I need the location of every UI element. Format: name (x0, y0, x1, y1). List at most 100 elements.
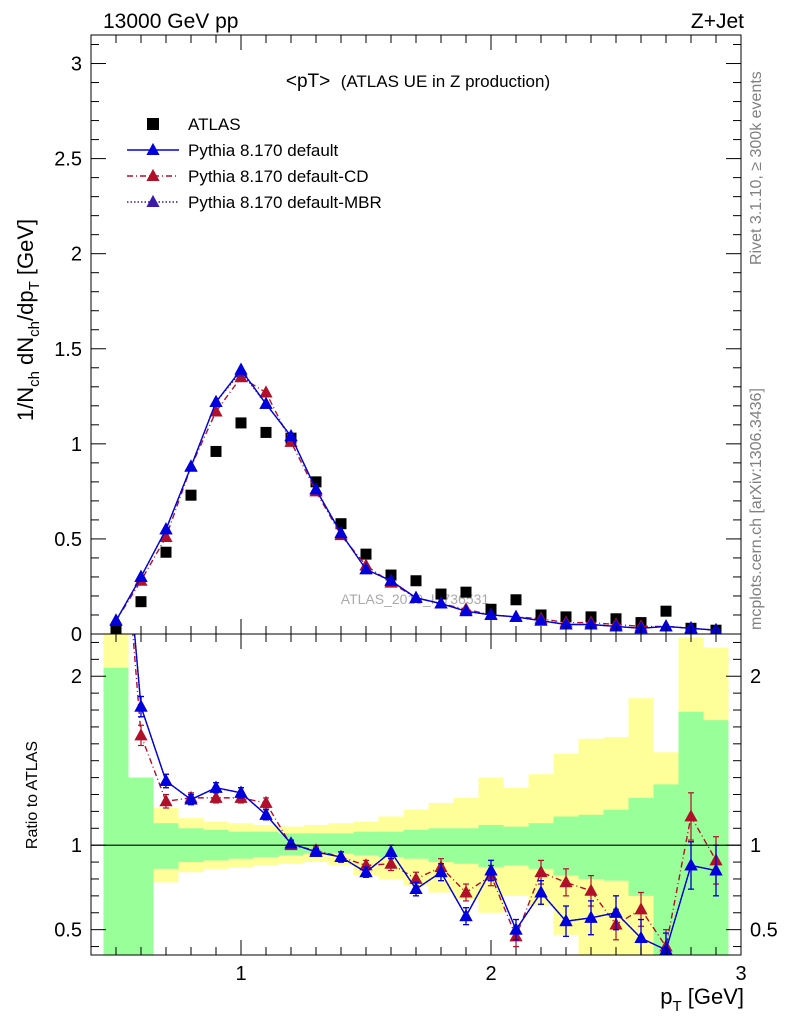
mc-data-point (159, 529, 173, 542)
atlas-data-point (435, 588, 447, 600)
y-tick-label: 3 (71, 54, 82, 76)
mc-data-point (459, 604, 473, 617)
mc-data-point (534, 613, 548, 626)
ratio-point (234, 785, 248, 798)
ratio-point (184, 792, 198, 805)
ratio-y-tick-label-right: 1 (750, 835, 761, 857)
x-axis-title: pT [GeV] (660, 984, 744, 1015)
legend-entry: Pythia 8.170 default-CD (127, 167, 369, 186)
y-tick-label: 0 (71, 624, 82, 646)
atlas-data-point (460, 586, 472, 598)
mc-data-point (584, 617, 598, 630)
ratio-uncertainty-bands (103, 634, 729, 955)
ratio-point (684, 809, 698, 822)
atlas-data-point (135, 596, 147, 608)
ratio-y-tick-label: 0.5 (54, 920, 82, 942)
stat-band-bin (153, 823, 179, 869)
legend-triangle-icon (146, 142, 160, 155)
stat-band-bin (103, 667, 129, 955)
mc-data-point (209, 394, 223, 407)
stat-band-bin (553, 816, 579, 876)
mc-data-point (484, 607, 498, 620)
ratio-y-axis-title: Ratio to ATLAS (24, 741, 41, 849)
main-plot-title: <pT> (ATLAS UE in Z production) (286, 71, 550, 92)
stat-band-bin (503, 826, 529, 866)
stat-band-bin (453, 828, 479, 864)
ratio-point (159, 794, 173, 807)
ratio-point (159, 773, 173, 786)
ratio-y-tick-label: 2 (71, 666, 82, 688)
mc-data-point (359, 562, 373, 575)
ratio-point (309, 844, 323, 857)
ratio-point (209, 790, 223, 803)
mc-data-point (109, 613, 123, 626)
ratio-point (359, 858, 373, 871)
mc-data-point (184, 459, 198, 472)
mc-data-point (334, 526, 348, 539)
ratio-point (559, 914, 573, 927)
atlas-data-point (510, 594, 522, 606)
ratio-y-tick-label-right: 2 (750, 666, 761, 688)
stat-band-bin (128, 777, 154, 955)
atlas-data-point (410, 575, 422, 587)
stat-band-bin (253, 831, 279, 858)
ratio-point (484, 863, 498, 876)
mcplots-label: mcplots.cern.ch [arXiv:1306.3436] (748, 388, 765, 630)
atlas-data-point (310, 476, 322, 488)
ratio-point (584, 910, 598, 923)
mc-data-point (609, 619, 623, 632)
legend-triangle-icon (146, 168, 160, 181)
ratio-point (134, 699, 148, 712)
ratio-point (359, 865, 373, 878)
atlas-data-point (185, 489, 197, 501)
ratio-point (409, 881, 423, 895)
x-tick-label: 3 (735, 963, 746, 985)
legend-label: Pythia 8.170 default-CD (188, 167, 369, 186)
ratio-point (709, 863, 723, 876)
main-title-symbol: <pT> (286, 71, 330, 92)
ratio-point (409, 871, 423, 884)
mc-data-point (259, 396, 273, 409)
rivet-label: Rivet 3.1.10, ≥ 300k events (748, 71, 765, 265)
ratio-point (259, 795, 273, 808)
header-energy: 13000 GeV pp (103, 10, 238, 33)
mc-data-point (559, 617, 573, 630)
x-tick-label: 2 (485, 963, 496, 985)
legend-label: ATLAS (188, 115, 241, 134)
legend-square-icon (147, 118, 159, 130)
stat-band-bin (328, 833, 354, 854)
legend-entry: Pythia 8.170 default-MBR (127, 193, 382, 212)
ratio-point (534, 885, 548, 898)
atlas-data-point (335, 518, 347, 530)
y-tick-label: 1 (71, 434, 82, 456)
mc-data-point (309, 482, 323, 495)
ratio-point (559, 875, 573, 888)
ratio-point (459, 885, 473, 898)
ratio-point (609, 905, 623, 918)
atlas-data-point (210, 445, 222, 457)
ratio-point (209, 780, 223, 793)
ratio-point (534, 865, 548, 878)
ratio-series-pythia-8-170-default (133, 634, 723, 955)
atlas-data-point (660, 605, 672, 617)
ratio-point (384, 856, 398, 869)
ratio-point (334, 849, 348, 862)
legend-triangle-icon (146, 194, 160, 207)
ratio-y-tick-label: 1 (71, 835, 82, 857)
ratio-point (134, 728, 148, 741)
main-y-axis-title: 1/Nch dNch/dpT [GeV] (13, 219, 43, 421)
main-series-pythia-8-170-default (109, 362, 722, 634)
mc-data-point (209, 404, 223, 417)
ratio-point (509, 922, 523, 935)
legend-entry: ATLAS (147, 115, 241, 134)
stat-band-bin (403, 829, 429, 859)
legend: ATLAS Pythia 8.170 default Pythia 8.170 de… (127, 115, 382, 212)
stat-band-bin (628, 797, 654, 896)
y-tick-label: 2.5 (54, 149, 82, 171)
ratio-point (634, 902, 648, 915)
ratio-point (109, 416, 122, 428)
stat-band-bin (578, 814, 604, 879)
ratio-point (259, 807, 273, 820)
ratio-point (434, 865, 448, 878)
ratio-point (384, 844, 398, 857)
